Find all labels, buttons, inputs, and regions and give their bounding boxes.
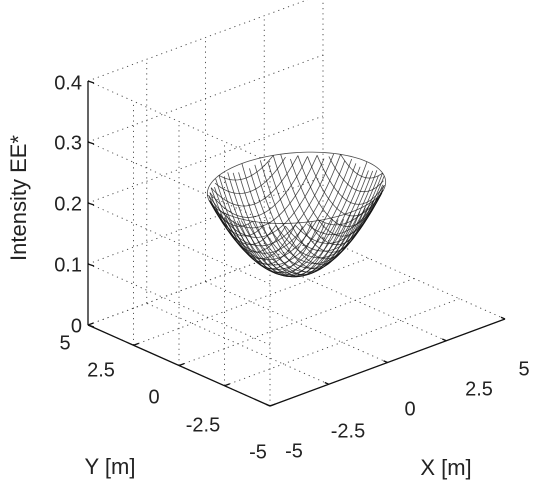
wall-grid-line (87, 263, 271, 346)
surface-mesh-line (224, 166, 361, 274)
wall-grid-line (87, 237, 324, 326)
x-tick-mark (383, 360, 388, 364)
wall-grid-line (87, 0, 309, 82)
z-tick-mark (87, 141, 95, 145)
axis-box (87, 80, 506, 407)
z-tick-mark (87, 202, 95, 206)
wall-grid-line (87, 54, 324, 143)
z-tick-label: 0.1 (54, 254, 82, 276)
x-tick-label: -5 (285, 440, 303, 462)
floor-grid-line (224, 298, 460, 387)
z-axis-label: Intensity EE* (6, 135, 31, 261)
surface-mesh-line (208, 153, 335, 247)
surface-mesh-line (225, 161, 368, 276)
z-tick-label: 0.3 (54, 132, 82, 154)
y-tick-label: 2.5 (87, 359, 115, 381)
surface-mesh-line (236, 170, 374, 278)
surface-mesh-line (214, 156, 286, 194)
surface-mesh-line (218, 155, 274, 181)
surface-mesh-line (268, 184, 384, 264)
z-tick-label: 0.2 (54, 193, 82, 215)
x-tick-mark (265, 403, 271, 407)
surface-mesh-line (209, 158, 325, 238)
z-tick-label: 0.4 (54, 72, 82, 94)
z-tick-mark (87, 324, 95, 328)
surface-mesh-line (206, 151, 387, 224)
y-tick-label: -5 (249, 441, 267, 463)
x-axis-label: X [m] (420, 455, 471, 480)
y-axis-label: Y [m] (85, 454, 136, 479)
surface-mesh-line (210, 155, 299, 207)
z-tick-mark (87, 263, 95, 267)
y-tick-label: -2.5 (186, 414, 220, 436)
wall-grid-line (87, 176, 324, 265)
y-tick-mark (133, 342, 139, 346)
y-tick-mark (87, 322, 94, 326)
x-tick-labels: -5 -2.5 0 2.5 5 (285, 358, 529, 462)
surface-mesh-line (208, 155, 318, 229)
surface-mesh-line (214, 160, 346, 261)
x-tick-label: 0 (404, 398, 415, 420)
grid-lines (87, 0, 506, 407)
floor-grid-line (133, 257, 369, 346)
y-tick-mark (224, 383, 230, 387)
x-tick-label: -2.5 (331, 420, 365, 442)
x-tick-label: 5 (518, 358, 529, 380)
x-tick-mark (324, 381, 330, 385)
x-tick-mark (441, 338, 447, 342)
wall-grid-line (87, 115, 324, 204)
y-tick-labels: 5 2.5 0 -2.5 -5 (59, 332, 266, 463)
surface-mesh-line (215, 158, 353, 266)
wall-grid-line (87, 80, 271, 163)
x-tick-mark (500, 316, 506, 320)
y-tick-mark (178, 362, 185, 367)
surface-mesh-line (258, 176, 385, 269)
surface-mesh-line (209, 156, 308, 218)
wall-grid-line (87, 202, 271, 285)
surface-mesh-line (307, 198, 379, 236)
surface-mesh (206, 151, 387, 278)
z-tick-mark (87, 80, 95, 84)
y-tick-label: 0 (148, 386, 159, 408)
surface-mesh-line (210, 154, 341, 254)
wall-grid-line (87, 141, 271, 224)
z-tick-label: 0 (71, 315, 82, 337)
surface-mesh-line (340, 154, 383, 179)
surface-mesh-line (240, 170, 378, 277)
x-tick-label: 2.5 (465, 378, 493, 400)
floor-grid-line (178, 278, 415, 366)
surface-mesh-line (275, 185, 385, 259)
z-tick-labels: 0 0.1 0.2 0.3 0.4 (54, 72, 82, 337)
y-tick-label: 5 (59, 332, 70, 354)
y-tick-mark (269, 403, 276, 407)
